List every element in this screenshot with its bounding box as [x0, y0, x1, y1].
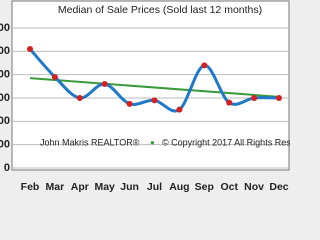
plot-frame: [11, 0, 290, 171]
point: [201, 62, 208, 69]
chart-title: Median of Sale Prices (Sold last 12 mont…: [58, 4, 262, 16]
y-tick-label: 000: [0, 22, 10, 34]
y-tick-label: 000: [0, 45, 10, 57]
point: [226, 99, 233, 106]
watermark-copyright: © Copyright 2017 All Rights Reserve: [162, 137, 290, 147]
y-tick-label: 0: [4, 162, 10, 174]
point: [126, 100, 133, 107]
x-tick-label: Dec: [269, 181, 288, 193]
x-tick-label: Feb: [21, 181, 40, 193]
x-tick-label: Jul: [147, 181, 162, 193]
x-tick-label: Apr: [71, 181, 89, 193]
x-tick-label: Sep: [195, 181, 214, 193]
x-tick-label: Oct: [220, 181, 238, 193]
point: [251, 95, 258, 101]
x-tick-label: Jun: [120, 181, 139, 193]
point: [151, 97, 158, 104]
point: [51, 74, 58, 80]
y-tick-label: 000: [0, 115, 10, 127]
y-tick-label: 000: [0, 92, 10, 104]
point: [276, 95, 282, 101]
point: [176, 106, 183, 113]
y-tick-label: 000: [0, 69, 10, 81]
watermark-author: John Makris REALTOR®: [40, 137, 140, 147]
x-tick-label: May: [94, 181, 115, 193]
x-tick-label: Nov: [244, 181, 264, 193]
point: [76, 95, 83, 101]
point: [101, 81, 108, 87]
page: Median of Sale Prices (Sold last 12 mont…: [0, 0, 290, 193]
x-tick-label: Aug: [169, 181, 189, 193]
x-tick-label: Mar: [46, 181, 65, 193]
point: [27, 46, 33, 52]
chart: Median of Sale Prices (Sold last 12 mont…: [0, 0, 290, 193]
y-tick-label: 000: [0, 139, 10, 151]
trend-line: [29, 77, 280, 98]
watermark-bullet: ●: [150, 138, 155, 147]
